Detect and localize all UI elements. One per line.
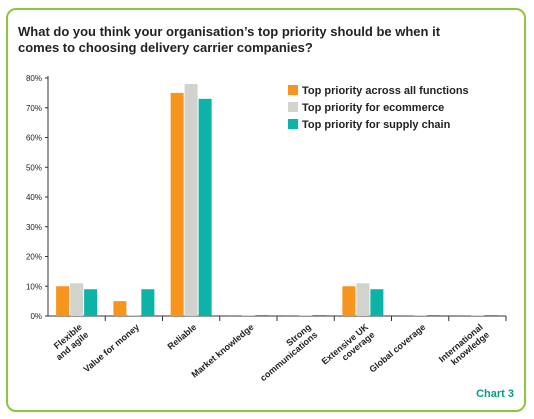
y-tick-label: 40% — [26, 193, 42, 202]
bar-3 — [84, 289, 98, 316]
bar-2 — [241, 315, 255, 316]
y-tick-label: 60% — [26, 134, 42, 143]
bar-1 — [56, 286, 70, 316]
bar-2 — [127, 315, 141, 316]
y-tick-label: 50% — [26, 163, 42, 172]
bar-3 — [370, 289, 384, 316]
legend-swatch — [288, 102, 298, 112]
bar-2 — [413, 315, 427, 316]
bar-2 — [184, 83, 198, 316]
bar-1 — [456, 315, 470, 316]
y-tick-label: 0% — [30, 312, 42, 321]
bar-2 — [70, 283, 84, 316]
bar-2 — [299, 315, 313, 316]
legend-label: Top priority across all functions — [302, 85, 469, 97]
legend-swatch — [288, 119, 298, 129]
bar-1 — [285, 315, 299, 316]
bar-2 — [356, 283, 370, 316]
bar-1 — [227, 315, 241, 316]
bar-1 — [399, 315, 413, 316]
bar-3 — [484, 315, 498, 316]
y-tick-label: 30% — [26, 223, 42, 232]
bar-3 — [313, 315, 327, 316]
bar-1 — [170, 92, 184, 316]
chart-frame — [6, 8, 526, 412]
legend-label: Top priority for ecommerce — [302, 102, 444, 114]
x-category-label: Market knowledge — [189, 322, 255, 380]
bar-1 — [113, 301, 127, 316]
y-tick-label: 10% — [26, 282, 42, 291]
legend-label: Top priority for supply chain — [302, 119, 451, 131]
x-category-label: Global coverage — [367, 322, 427, 375]
legend-swatch — [288, 85, 298, 95]
chart-title: What do you think your organisation’s to… — [18, 24, 441, 55]
y-tick-label: 20% — [26, 253, 42, 262]
x-category-label: Strongcommunications — [252, 322, 320, 383]
x-category-label: Internationalknowledge — [437, 322, 491, 372]
bar-2 — [470, 315, 484, 316]
bar-3 — [255, 315, 269, 316]
y-tick-label: 80% — [26, 74, 42, 83]
x-category-label: Flexibleand agile — [48, 322, 91, 362]
bar-1 — [342, 286, 356, 316]
bar-3 — [141, 289, 155, 316]
x-category-label: Value for money — [81, 322, 141, 374]
chart-number-label: Chart 3 — [476, 388, 514, 400]
bar-3 — [427, 315, 441, 316]
bar-3 — [198, 98, 212, 316]
y-tick-label: 70% — [26, 104, 42, 113]
x-category-label: Reliable — [166, 322, 199, 352]
